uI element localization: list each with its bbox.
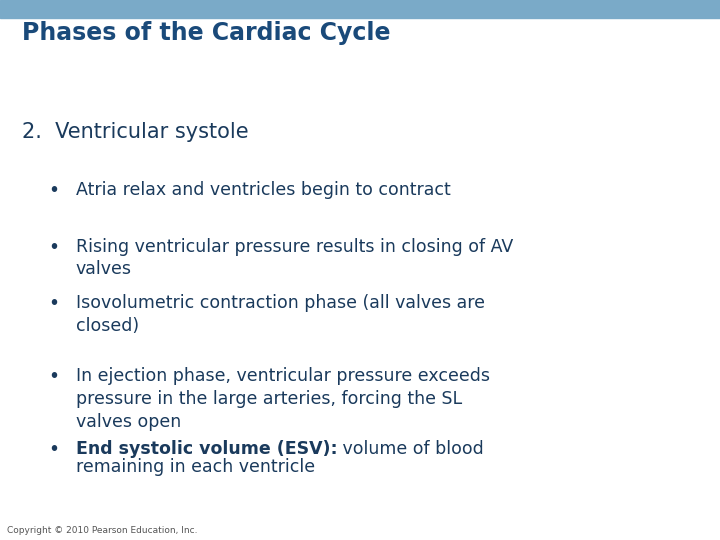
Text: In ejection phase, ventricular pressure exceeds
pressure in the large arteries, : In ejection phase, ventricular pressure … xyxy=(76,367,490,431)
Text: •: • xyxy=(48,238,60,256)
Text: volume of blood: volume of blood xyxy=(337,440,484,458)
Bar xyxy=(0,0,720,18)
Text: 2.  Ventricular systole: 2. Ventricular systole xyxy=(22,122,248,141)
Text: Atria relax and ventricles begin to contract: Atria relax and ventricles begin to cont… xyxy=(76,181,450,199)
Text: •: • xyxy=(48,294,60,313)
Text: Rising ventricular pressure results in closing of AV
valves: Rising ventricular pressure results in c… xyxy=(76,238,513,279)
Text: •: • xyxy=(48,440,60,459)
Text: •: • xyxy=(48,181,60,200)
Text: Isovolumetric contraction phase (all valves are
closed): Isovolumetric contraction phase (all val… xyxy=(76,294,485,335)
Text: Copyright © 2010 Pearson Education, Inc.: Copyright © 2010 Pearson Education, Inc. xyxy=(7,525,198,535)
Text: Phases of the Cardiac Cycle: Phases of the Cardiac Cycle xyxy=(22,21,390,45)
Text: remaining in each ventricle: remaining in each ventricle xyxy=(76,457,315,476)
Text: •: • xyxy=(48,367,60,386)
Text: End systolic volume (ESV):: End systolic volume (ESV): xyxy=(76,440,337,458)
